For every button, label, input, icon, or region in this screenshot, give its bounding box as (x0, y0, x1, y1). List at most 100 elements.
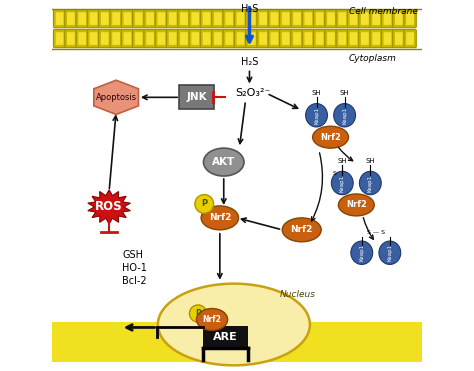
FancyBboxPatch shape (327, 32, 335, 45)
FancyBboxPatch shape (395, 32, 403, 45)
FancyBboxPatch shape (248, 12, 255, 25)
FancyBboxPatch shape (99, 10, 111, 28)
Ellipse shape (196, 309, 228, 331)
FancyBboxPatch shape (179, 85, 214, 109)
FancyBboxPatch shape (56, 32, 64, 45)
FancyBboxPatch shape (225, 32, 233, 45)
FancyBboxPatch shape (203, 12, 210, 25)
FancyBboxPatch shape (259, 32, 267, 45)
Text: P: P (195, 309, 201, 318)
FancyBboxPatch shape (166, 29, 179, 47)
Text: JNK: JNK (186, 92, 207, 102)
FancyBboxPatch shape (406, 32, 414, 45)
Ellipse shape (203, 148, 244, 176)
FancyBboxPatch shape (304, 12, 312, 25)
FancyBboxPatch shape (313, 10, 326, 28)
FancyBboxPatch shape (180, 32, 188, 45)
Text: ROS: ROS (95, 200, 123, 213)
FancyBboxPatch shape (121, 10, 134, 28)
Text: SH: SH (340, 91, 349, 96)
FancyBboxPatch shape (336, 10, 348, 28)
FancyBboxPatch shape (146, 32, 154, 45)
FancyBboxPatch shape (214, 32, 222, 45)
Ellipse shape (338, 194, 374, 216)
Ellipse shape (282, 218, 321, 242)
FancyBboxPatch shape (99, 29, 111, 47)
FancyBboxPatch shape (302, 10, 315, 28)
FancyBboxPatch shape (54, 29, 66, 47)
FancyBboxPatch shape (246, 10, 258, 28)
FancyBboxPatch shape (257, 10, 269, 28)
FancyBboxPatch shape (225, 12, 233, 25)
Text: P: P (201, 200, 207, 209)
Text: Nrf2: Nrf2 (202, 315, 221, 324)
FancyBboxPatch shape (144, 29, 156, 47)
FancyBboxPatch shape (101, 12, 109, 25)
Text: Nrf2: Nrf2 (320, 133, 341, 142)
Ellipse shape (331, 171, 353, 195)
FancyBboxPatch shape (359, 29, 371, 47)
FancyBboxPatch shape (124, 12, 131, 25)
FancyBboxPatch shape (350, 32, 357, 45)
FancyBboxPatch shape (223, 29, 236, 47)
FancyBboxPatch shape (56, 12, 64, 25)
FancyBboxPatch shape (223, 10, 236, 28)
FancyBboxPatch shape (291, 29, 303, 47)
Text: SH: SH (365, 158, 375, 164)
FancyBboxPatch shape (370, 10, 383, 28)
Ellipse shape (334, 104, 356, 127)
Circle shape (190, 305, 207, 322)
FancyBboxPatch shape (327, 12, 335, 25)
Text: H₂S: H₂S (241, 4, 258, 14)
FancyBboxPatch shape (146, 12, 154, 25)
Text: GSH: GSH (122, 250, 143, 260)
FancyBboxPatch shape (76, 29, 88, 47)
FancyBboxPatch shape (404, 29, 416, 47)
Text: Keap1: Keap1 (340, 174, 345, 191)
FancyBboxPatch shape (372, 12, 380, 25)
Text: Apoptosis: Apoptosis (96, 93, 137, 102)
FancyBboxPatch shape (214, 12, 222, 25)
Text: ARE: ARE (213, 332, 237, 342)
Text: Nrf2: Nrf2 (346, 200, 367, 209)
FancyBboxPatch shape (90, 12, 97, 25)
FancyBboxPatch shape (144, 10, 156, 28)
FancyBboxPatch shape (282, 12, 290, 25)
FancyBboxPatch shape (246, 29, 258, 47)
FancyBboxPatch shape (157, 32, 165, 45)
FancyBboxPatch shape (234, 29, 246, 47)
FancyBboxPatch shape (316, 32, 324, 45)
FancyBboxPatch shape (406, 12, 414, 25)
FancyBboxPatch shape (155, 10, 167, 28)
FancyBboxPatch shape (293, 12, 301, 25)
FancyBboxPatch shape (282, 32, 290, 45)
Text: HO-1: HO-1 (122, 263, 147, 273)
FancyBboxPatch shape (338, 12, 346, 25)
Text: Cell membrane: Cell membrane (348, 7, 418, 16)
FancyBboxPatch shape (169, 12, 176, 25)
FancyBboxPatch shape (381, 29, 394, 47)
FancyBboxPatch shape (133, 10, 145, 28)
FancyBboxPatch shape (271, 12, 278, 25)
FancyBboxPatch shape (65, 10, 77, 28)
Polygon shape (94, 80, 138, 114)
FancyBboxPatch shape (316, 12, 324, 25)
FancyBboxPatch shape (259, 12, 267, 25)
FancyBboxPatch shape (189, 29, 201, 47)
FancyBboxPatch shape (313, 29, 326, 47)
FancyBboxPatch shape (203, 32, 210, 45)
Text: Nrf2: Nrf2 (209, 213, 231, 222)
FancyBboxPatch shape (201, 10, 213, 28)
FancyBboxPatch shape (268, 10, 281, 28)
FancyBboxPatch shape (392, 10, 405, 28)
Ellipse shape (158, 284, 310, 365)
FancyBboxPatch shape (372, 32, 380, 45)
FancyBboxPatch shape (135, 32, 143, 45)
FancyBboxPatch shape (404, 10, 416, 28)
Text: Keap1: Keap1 (314, 107, 319, 124)
FancyBboxPatch shape (87, 10, 100, 28)
Ellipse shape (351, 241, 373, 265)
FancyBboxPatch shape (392, 29, 405, 47)
FancyBboxPatch shape (169, 32, 176, 45)
FancyBboxPatch shape (336, 29, 348, 47)
